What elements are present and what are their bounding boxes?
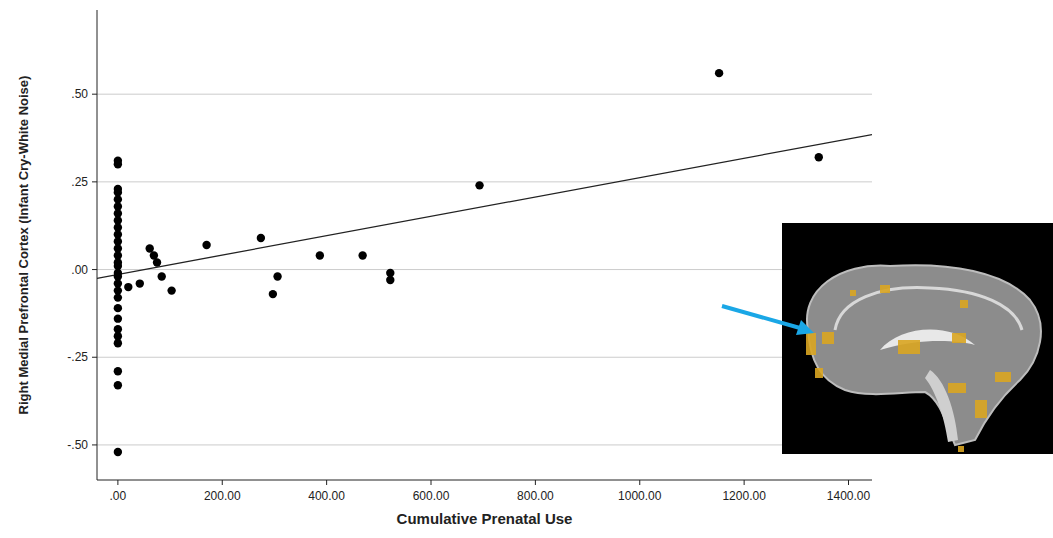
activation	[960, 300, 968, 308]
x-tick-label: .00	[110, 489, 127, 503]
grid-line	[97, 94, 872, 95]
activation	[995, 372, 1011, 382]
point	[114, 304, 122, 312]
inset-background	[782, 223, 1053, 454]
x-tick	[535, 480, 536, 485]
activation	[850, 290, 856, 296]
point	[153, 258, 161, 266]
x-axis-title: Cumulative Prenatal Use	[397, 510, 573, 527]
x-tick-label: 200.00	[204, 489, 241, 503]
activation	[948, 383, 966, 393]
x-tick	[117, 480, 118, 485]
activation	[975, 400, 987, 418]
point	[715, 69, 723, 77]
point	[273, 272, 281, 280]
chart: .50 .25 .00 -.25 -.50 .00 200.00 400.00 600.00 80…	[0, 0, 1053, 538]
grid-line	[97, 181, 872, 182]
brain-fold	[835, 288, 1022, 330]
point	[146, 244, 154, 252]
x-tick	[639, 480, 640, 485]
point	[386, 276, 394, 284]
y-axis-title: Right Medial Prefrontal Cortex (Infant C…	[16, 76, 31, 415]
corpus-callosum	[880, 329, 975, 350]
x-axis	[97, 480, 872, 481]
brain-inset	[782, 223, 1053, 454]
point	[358, 251, 366, 259]
x-tick-label: 1400.00	[827, 489, 871, 503]
point	[136, 279, 144, 287]
brain	[807, 265, 1041, 445]
y-tick-label: -.25	[67, 350, 88, 364]
point	[475, 181, 483, 189]
y-tick	[92, 357, 97, 358]
x-tick	[222, 480, 223, 485]
point	[257, 234, 265, 242]
activation	[880, 285, 890, 293]
x-tick-label: 1200.00	[722, 489, 766, 503]
fit-line	[97, 135, 872, 279]
activation	[806, 333, 816, 355]
arrow-shaft	[722, 306, 800, 328]
activation	[952, 333, 966, 343]
y-tick	[92, 269, 97, 270]
point	[316, 251, 324, 259]
point	[167, 286, 175, 294]
x-tick	[326, 480, 327, 485]
activation	[815, 368, 823, 378]
point	[114, 381, 122, 389]
grid-line	[97, 444, 872, 445]
y-tick-label: .50	[71, 87, 88, 101]
point	[158, 272, 166, 280]
x-tick-label: 400.00	[308, 489, 345, 503]
arrow-head	[796, 320, 814, 335]
x-tick-label: 600.00	[413, 489, 450, 503]
grid-line	[97, 269, 872, 270]
x-tick-label: 1000.00	[618, 489, 662, 503]
y-tick	[92, 444, 97, 445]
x-tick	[744, 480, 745, 485]
point	[815, 153, 823, 161]
activation	[822, 332, 834, 344]
plot-area	[97, 69, 872, 456]
point	[114, 160, 122, 168]
y-tick	[92, 94, 97, 95]
y-tick-label: .25	[71, 175, 88, 189]
activation	[898, 340, 920, 354]
point	[124, 283, 132, 291]
point	[114, 293, 122, 301]
brainstem	[925, 370, 958, 442]
y-tick-label: -.50	[67, 438, 88, 452]
x-tick-label: 800.00	[517, 489, 554, 503]
point	[269, 290, 277, 298]
point	[202, 241, 210, 249]
x-tick	[848, 480, 849, 485]
x-tick	[431, 480, 432, 485]
activation	[958, 446, 964, 452]
point	[114, 367, 122, 375]
y-tick	[92, 181, 97, 182]
y-tick-label: .00	[71, 263, 88, 277]
point	[114, 339, 122, 347]
grid-line	[97, 357, 872, 358]
y-axis	[97, 10, 98, 480]
point	[114, 448, 122, 456]
point	[114, 314, 122, 322]
